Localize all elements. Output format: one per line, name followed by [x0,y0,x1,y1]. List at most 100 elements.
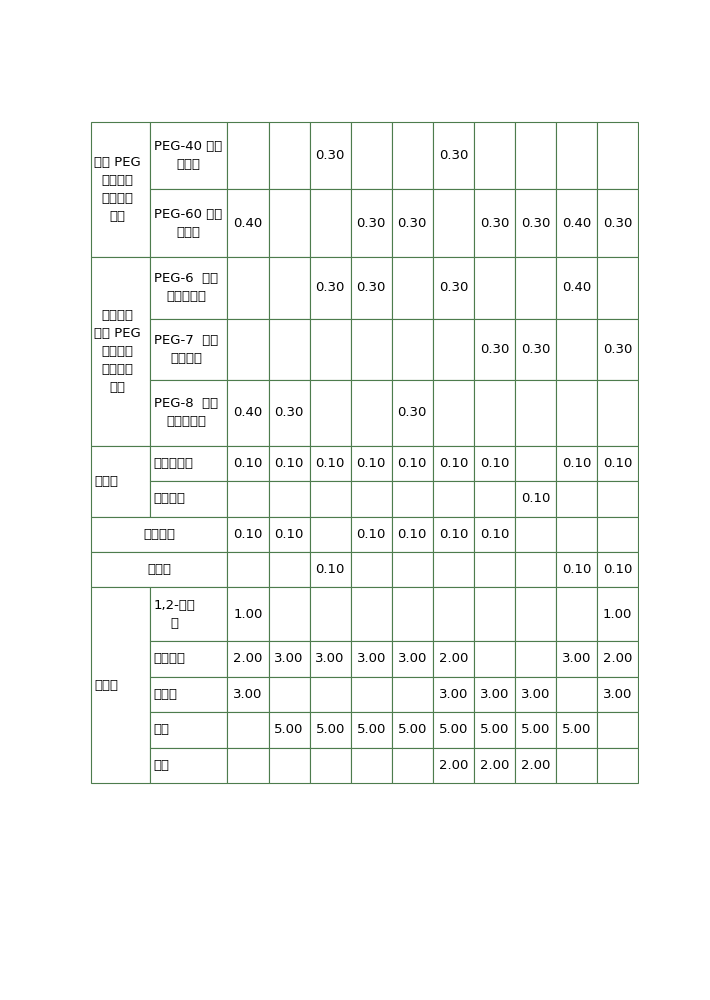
Text: 2.00: 2.00 [439,759,468,772]
Text: 0.40: 0.40 [562,217,591,230]
Bar [351,319,392,380]
Bar [433,748,474,783]
Bar [310,517,351,552]
Bar [150,712,227,748]
Text: 0.10: 0.10 [562,457,591,470]
Text: 橄榄油: 橄榄油 [147,563,171,576]
Text: 0.30: 0.30 [356,281,386,294]
Text: 0.10: 0.10 [315,457,345,470]
Text: 0.30: 0.30 [315,149,345,162]
Text: 2.00: 2.00 [480,759,509,772]
Bar [268,748,310,783]
Text: 0.10: 0.10 [274,528,304,541]
Text: 5.00: 5.00 [315,723,345,736]
Text: 0.10: 0.10 [439,528,468,541]
Text: 0.40: 0.40 [562,281,591,294]
Text: 3.00: 3.00 [603,688,633,701]
Text: 5.00: 5.00 [521,723,550,736]
Bar [556,481,597,517]
Bar [556,748,597,783]
Bar [556,319,597,380]
Text: 0.10: 0.10 [356,457,386,470]
Bar [351,481,392,517]
Text: 0.30: 0.30 [603,217,633,230]
Bar [515,677,556,712]
Bar [392,552,433,587]
Bar [597,552,638,587]
Bar [597,446,638,481]
Bar [433,446,474,481]
Bar [268,122,310,189]
Bar [515,380,556,446]
Bar [351,748,392,783]
Bar [150,481,227,517]
Bar [310,189,351,257]
Bar [556,446,597,481]
Bar [227,677,268,712]
Bar [515,122,556,189]
Bar [150,319,227,380]
Bar [310,319,351,380]
Text: 0.40: 0.40 [234,217,263,230]
Text: 2.00: 2.00 [439,652,468,666]
Bar [351,446,392,481]
Bar [227,552,268,587]
Text: 5.00: 5.00 [274,723,304,736]
Bar [556,380,597,446]
Bar [597,380,638,446]
Bar [91,257,150,446]
Text: 甘油: 甘油 [154,723,170,736]
Text: 0.10: 0.10 [234,528,263,541]
Text: 0.40: 0.40 [234,406,263,419]
Bar [556,552,597,587]
Bar [351,641,392,677]
Bar [310,641,351,677]
Bar [227,257,268,319]
Bar [515,446,556,481]
Text: 1,2-戊二
醇: 1,2-戊二 醇 [154,599,196,630]
Bar [268,446,310,481]
Bar [556,122,597,189]
Bar [433,552,474,587]
Bar [268,552,310,587]
Bar [515,641,556,677]
Bar [150,122,227,189]
Text: 0.10: 0.10 [521,492,550,505]
Text: 0.30: 0.30 [439,281,468,294]
Bar [351,552,392,587]
Bar [474,481,515,517]
Bar [597,641,638,677]
Bar [556,189,597,257]
Text: 丁二醇: 丁二醇 [154,688,178,701]
Bar [597,712,638,748]
Bar [351,122,392,189]
Bar [392,641,433,677]
Text: 2.00: 2.00 [521,759,550,772]
Text: 高级醇: 高级醇 [94,475,118,488]
Text: 0.30: 0.30 [398,406,427,419]
Bar [351,587,392,641]
Text: 0.10: 0.10 [315,563,345,576]
Bar [433,481,474,517]
Text: 0.10: 0.10 [274,457,304,470]
Bar [227,446,268,481]
Bar [310,257,351,319]
Bar [392,319,433,380]
Bar [433,517,474,552]
Bar [556,677,597,712]
Bar [474,587,515,641]
Text: PEG-8  甘油
异硬脂酸酯: PEG-8 甘油 异硬脂酸酯 [154,397,218,428]
Bar [433,122,474,189]
Bar [268,712,310,748]
Bar [268,380,310,446]
Text: 3.00: 3.00 [398,652,427,666]
Bar [268,319,310,380]
Text: 3.00: 3.00 [521,688,550,701]
Bar [392,189,433,257]
Text: 0.10: 0.10 [356,528,386,541]
Text: 0.10: 0.10 [603,457,633,470]
Text: 0.10: 0.10 [480,457,509,470]
Bar [433,677,474,712]
Bar [597,748,638,783]
Bar [351,712,392,748]
